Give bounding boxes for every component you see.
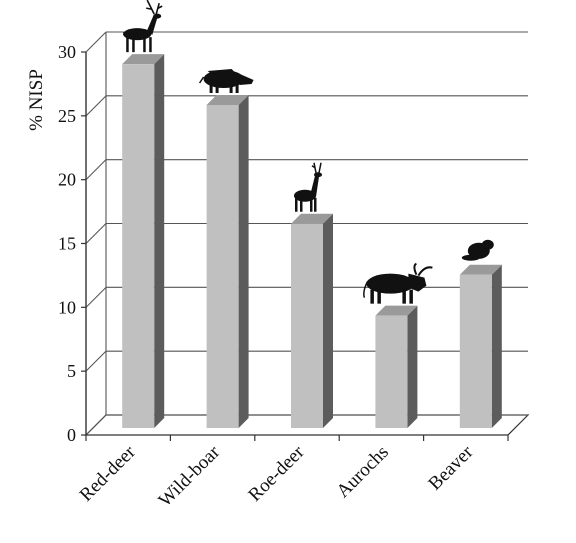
bar-front: [375, 315, 408, 428]
x-tick-label: Roe-deer: [244, 441, 309, 506]
beaver-icon: [461, 239, 494, 261]
bar-front: [459, 274, 492, 428]
y-tick-label: 20: [58, 170, 76, 190]
bar-aurochs: [375, 305, 418, 428]
bar-side: [323, 213, 333, 428]
side-wall-line: [85, 223, 107, 244]
x-tick-label: Beaver: [424, 441, 477, 494]
bar-side: [154, 54, 165, 429]
bar-top: [122, 54, 165, 65]
bar-side: [238, 95, 249, 429]
bar-roe-deer: [291, 213, 333, 428]
bar-top: [291, 213, 333, 224]
bar-beaver: [459, 264, 502, 428]
y-tick-label: 10: [58, 297, 76, 317]
side-wall-line: [85, 31, 107, 53]
bar-wild-boar: [206, 95, 249, 429]
side-wall-line: [85, 95, 107, 117]
y-tick-label: 5: [67, 361, 76, 381]
y-tick-label: 25: [58, 106, 76, 126]
bar-front: [291, 223, 323, 428]
aurochs-icon: [363, 262, 433, 304]
bar-top: [459, 264, 502, 275]
y-tick-labels: 0 5 10 15 20 25 30: [58, 42, 76, 445]
bars: [122, 54, 502, 429]
y-axis-label: % NISP: [26, 69, 47, 131]
wild-boar-icon: [198, 69, 254, 94]
roe-deer-icon: [294, 162, 322, 212]
animal-icons: [123, 0, 494, 304]
bar-front: [122, 64, 155, 429]
y-tick-label: 30: [58, 42, 76, 62]
x-tick-labels: Red-deer Wild-boar Roe-deer Aurochs Beaver: [76, 441, 478, 511]
x-tick-label: Wild-boar: [155, 441, 225, 511]
red-deer-icon: [123, 0, 163, 53]
bar-top: [375, 305, 418, 316]
bar-front: [206, 105, 239, 429]
x-tick-label: Red-deer: [76, 441, 141, 506]
y-tick-label: 0: [67, 425, 76, 445]
bar-red-deer: [122, 54, 165, 429]
bar-top: [206, 95, 249, 106]
side-wall-line: [85, 286, 107, 308]
side-wall-line: [85, 350, 107, 372]
side-wall-line: [85, 414, 107, 436]
x-tick-label: Aurochs: [333, 442, 393, 502]
y-tick-label: 15: [58, 234, 76, 254]
side-wall-line: [85, 159, 107, 181]
y-axis: [81, 51, 509, 441]
bar-side: [491, 264, 502, 428]
bar-side: [407, 305, 418, 428]
